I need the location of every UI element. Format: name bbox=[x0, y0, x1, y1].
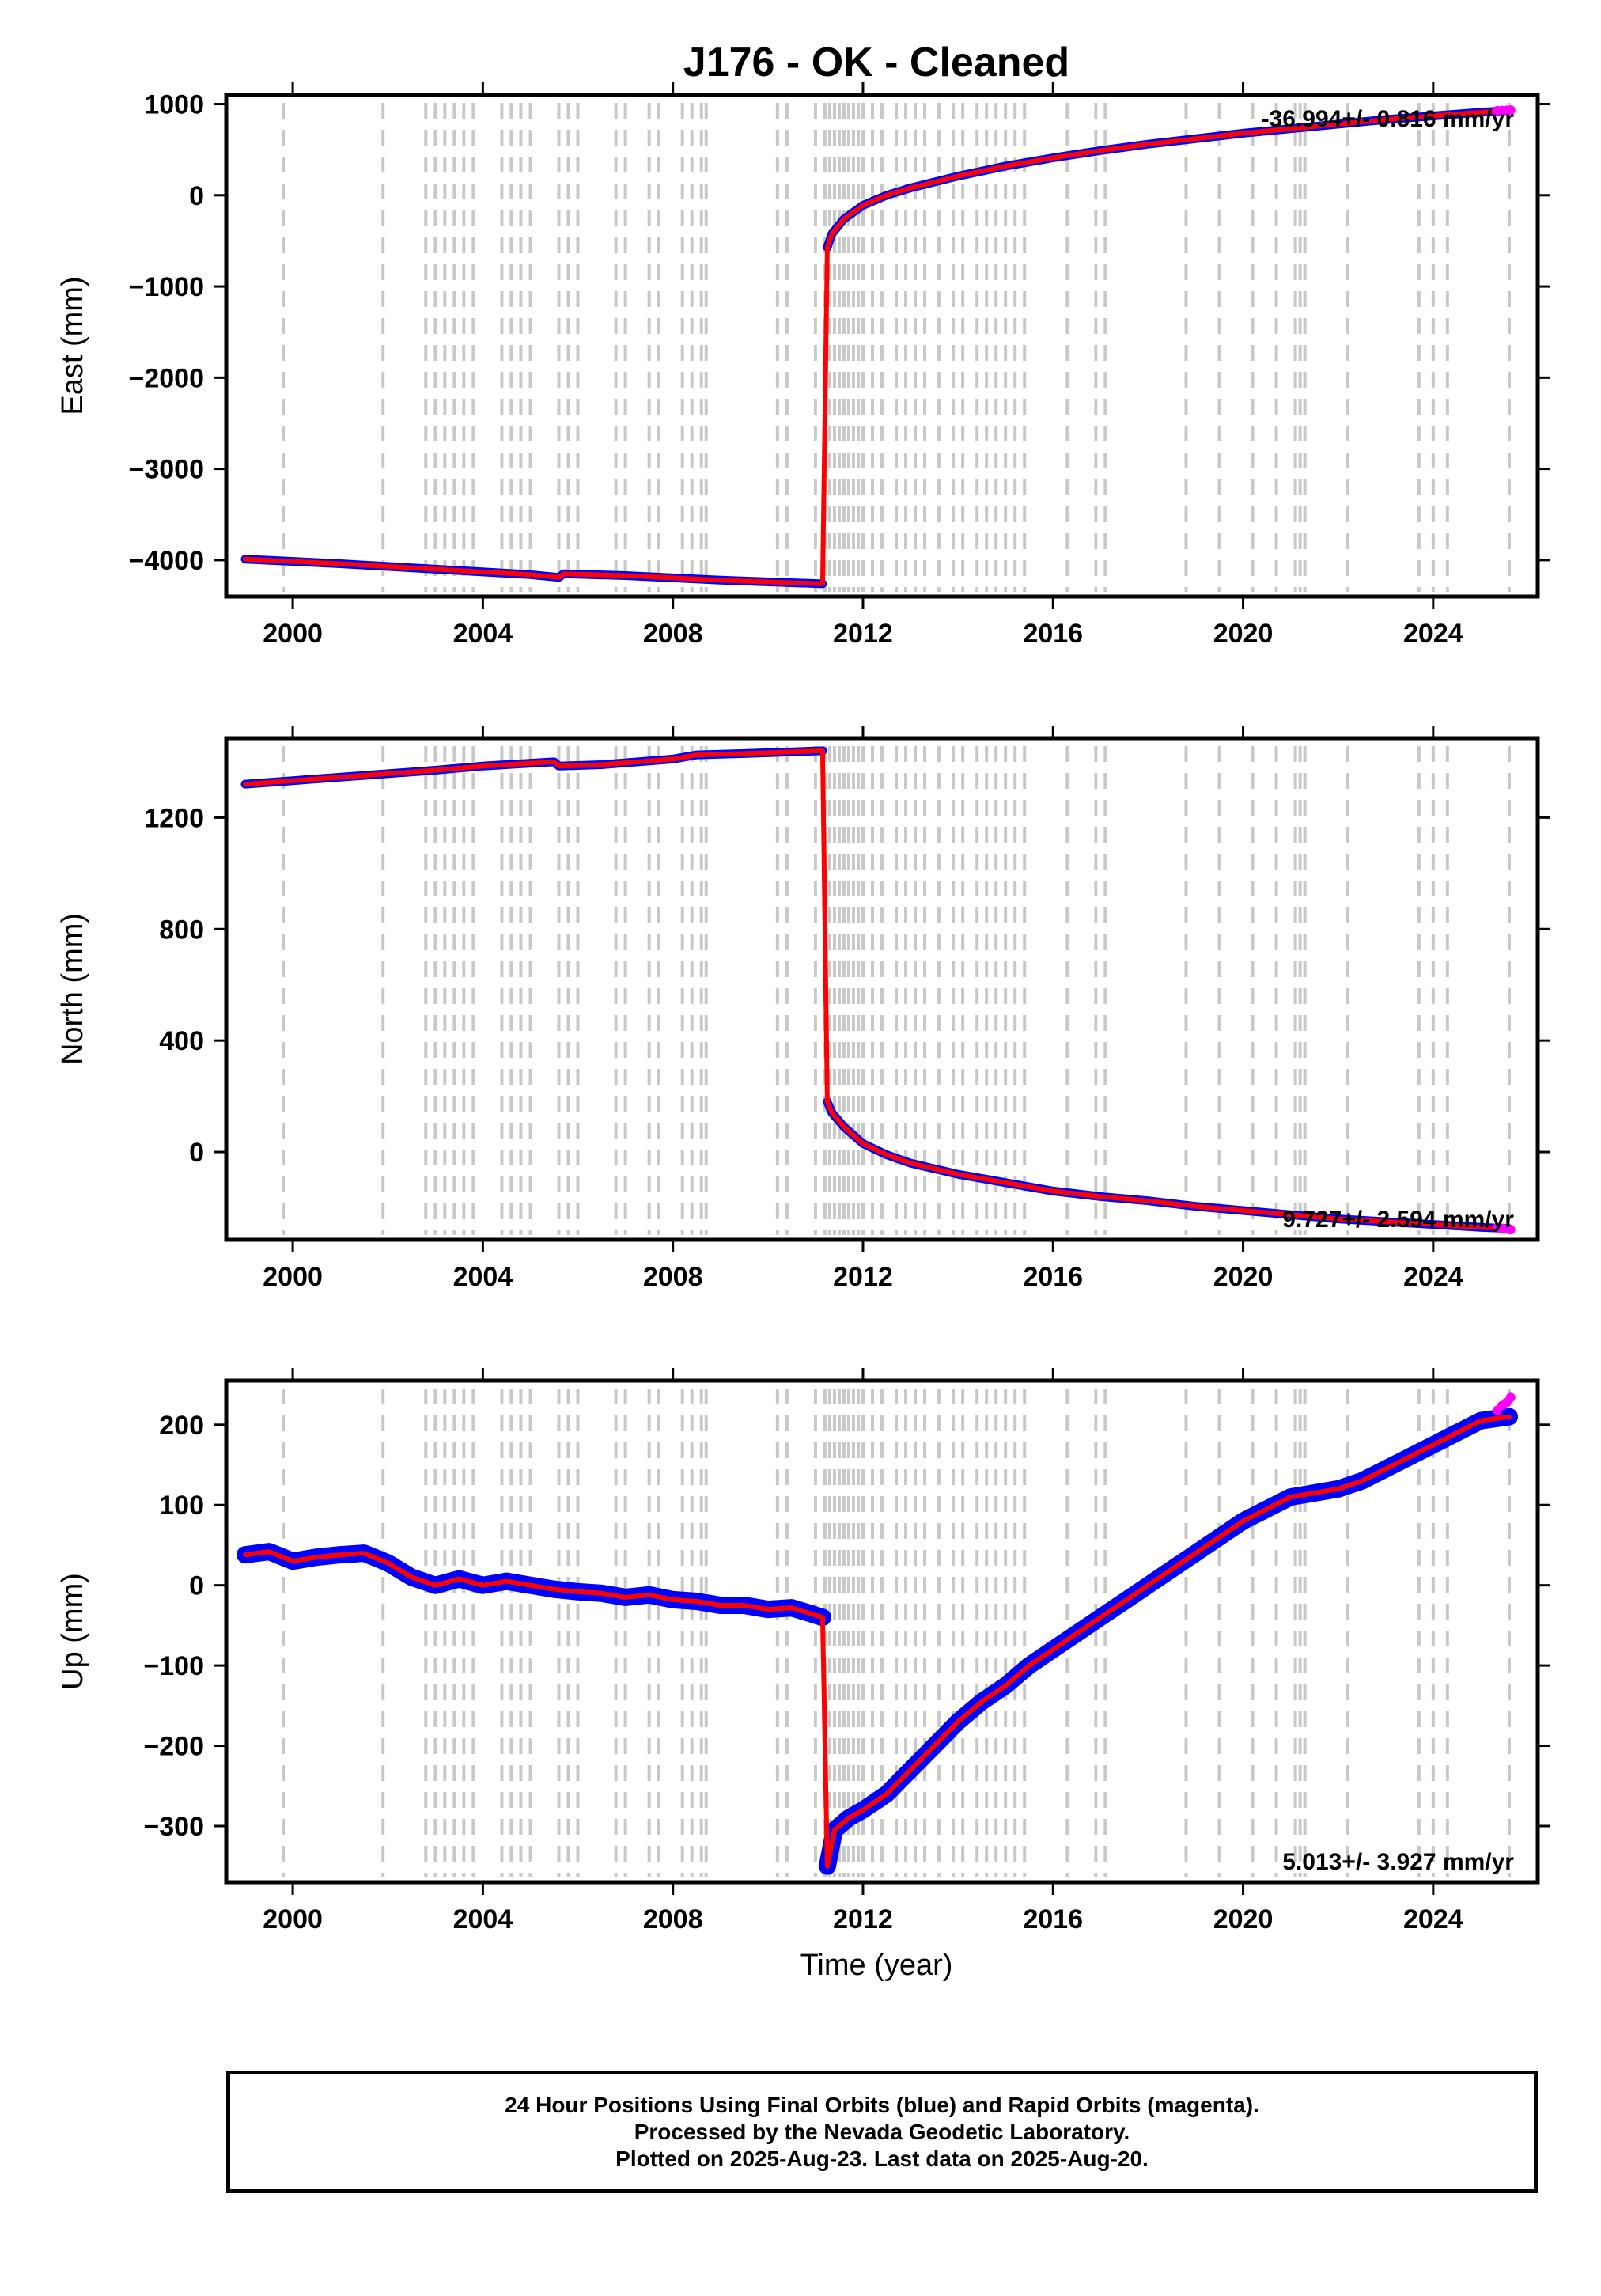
final-orbit-series bbox=[818, 1408, 1518, 1875]
x-tick-label: 2016 bbox=[1023, 1262, 1083, 1292]
x-tick-label: 2020 bbox=[1213, 1262, 1274, 1292]
y-tick-label: 0 bbox=[189, 181, 204, 211]
x-tick-label: 2008 bbox=[643, 1262, 703, 1292]
plot-frame bbox=[224, 1378, 1540, 1885]
x-tick-label: 2020 bbox=[1213, 1904, 1274, 1934]
plot-frame bbox=[224, 93, 1540, 599]
fit-line bbox=[243, 748, 825, 787]
fit-line bbox=[824, 1414, 1512, 1869]
plot-frame bbox=[224, 736, 1540, 1242]
y-axis-label: Up (mm) bbox=[56, 1573, 89, 1690]
fit-line bbox=[243, 556, 825, 586]
x-tick-label: 2004 bbox=[453, 1262, 513, 1292]
x-tick-label: 2000 bbox=[263, 1904, 323, 1934]
rapid-orbit-point bbox=[1505, 1392, 1516, 1403]
fit-line bbox=[243, 1549, 825, 1620]
y-tick-label: −100 bbox=[143, 1651, 204, 1681]
y-tick-label: −1000 bbox=[129, 272, 205, 302]
x-tick-label: 2012 bbox=[833, 1262, 893, 1292]
x-tick-label: 2016 bbox=[1023, 1904, 1083, 1934]
x-tick-label: 2020 bbox=[1213, 619, 1274, 649]
y-tick-label: −2000 bbox=[129, 363, 205, 393]
x-axis-label: Time (year) bbox=[800, 1949, 953, 1982]
x-tick-label: 2000 bbox=[263, 619, 323, 649]
y-tick-label: −200 bbox=[143, 1732, 204, 1762]
x-tick-label: 2000 bbox=[263, 1262, 323, 1292]
x-tick-label: 2012 bbox=[833, 1904, 893, 1934]
rate-label: -36.994+/- 0.816 mm/yr bbox=[1262, 106, 1515, 132]
rapid-orbit-point bbox=[1505, 105, 1516, 116]
up-panel: 200 100 0 −100 −200 −300 2000 2004 2008 2012 2016 2… bbox=[56, 1368, 1550, 1934]
x-tick-label: 2004 bbox=[453, 1904, 513, 1934]
y-tick-label: 100 bbox=[159, 1491, 204, 1521]
x-tick-label: 2024 bbox=[1403, 619, 1463, 649]
footer-box: 24 Hour Positions Using Final Orbits (bl… bbox=[226, 2071, 1538, 2193]
x-tick-label: 2024 bbox=[1403, 1262, 1463, 1292]
y-tick-label: −4000 bbox=[129, 546, 205, 576]
y-tick-label: 0 bbox=[189, 1571, 204, 1601]
north-panel: 1200 800 400 0 2000 2004 2008 2012 2016 2020 2024 N… bbox=[56, 726, 1550, 1292]
footer-line-2: Processed by the Nevada Geodetic Laborat… bbox=[634, 2119, 1130, 2144]
rate-label: 9.727+/- 2.594 mm/yr bbox=[1282, 1207, 1514, 1233]
y-axis-label: East (mm) bbox=[56, 276, 89, 415]
x-tick-label: 2004 bbox=[453, 619, 513, 649]
offset-jump bbox=[819, 750, 830, 1102]
rapid-orbit-point bbox=[1505, 1224, 1516, 1234]
x-tick-label: 2008 bbox=[643, 619, 703, 649]
y-tick-label: −3000 bbox=[129, 455, 205, 485]
y-axis-label: North (mm) bbox=[56, 913, 89, 1065]
x-tick-label: 2024 bbox=[1403, 1904, 1463, 1934]
footer-line-1: 24 Hour Positions Using Final Orbits (bl… bbox=[505, 2092, 1259, 2117]
y-tick-label: 800 bbox=[159, 915, 204, 945]
rate-label: 5.013+/- 3.927 mm/yr bbox=[1282, 1849, 1514, 1875]
east-panel: 1000 0 −1000 −2000 −3000 −4000 2000 2004 2008 201… bbox=[56, 82, 1550, 649]
fit-line bbox=[824, 108, 1512, 250]
y-tick-label: 200 bbox=[159, 1411, 204, 1441]
y-tick-label: 0 bbox=[189, 1138, 204, 1168]
chart-title: J176 - OK - Cleaned bbox=[683, 40, 1069, 85]
fit-line bbox=[824, 1099, 1512, 1231]
y-tick-label: −300 bbox=[143, 1812, 204, 1842]
y-tick-label: 400 bbox=[159, 1026, 204, 1056]
x-tick-label: 2016 bbox=[1023, 619, 1083, 649]
x-tick-label: 2008 bbox=[643, 1904, 703, 1934]
offset-jump bbox=[819, 247, 830, 584]
x-tick-label: 2012 bbox=[833, 619, 893, 649]
offset-jump bbox=[819, 1617, 830, 1866]
y-tick-label: 1200 bbox=[144, 803, 204, 833]
y-tick-label: 1000 bbox=[144, 90, 204, 120]
footer-line-3: Plotted on 2025-Aug-23. Last data on 202… bbox=[615, 2146, 1149, 2171]
